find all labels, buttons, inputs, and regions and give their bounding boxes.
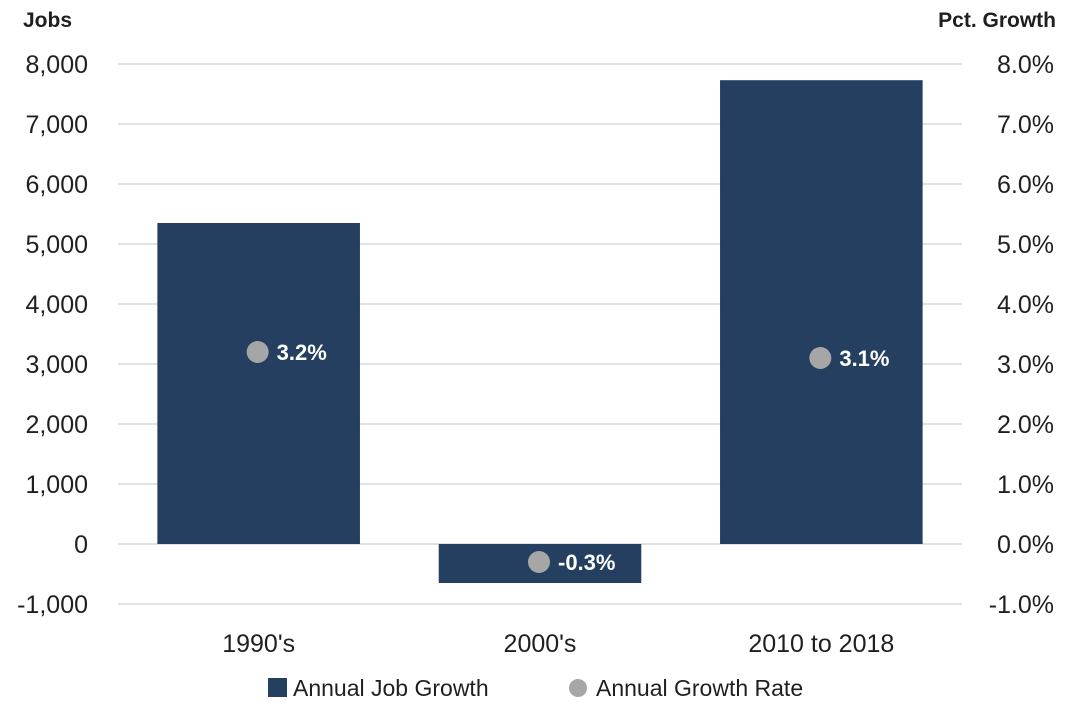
bars (157, 80, 923, 583)
right-tick-label: 1.0% (997, 471, 1054, 499)
left-tick-label: 4,000 (25, 291, 88, 319)
left-tick-label: 8,000 (25, 51, 88, 79)
growth-rate-data-label: 3.2% (277, 340, 327, 365)
left-tick-label: 0 (74, 531, 88, 559)
left-tick-label: 3,000 (25, 351, 88, 379)
left-tick-label: 6,000 (25, 171, 88, 199)
job-growth-bar (720, 80, 923, 544)
category-label: 2000's (504, 630, 577, 658)
right-tick-label: 4.0% (997, 291, 1054, 319)
right-tick-label: 0.0% (997, 531, 1054, 559)
right-tick-label: -1.0% (989, 591, 1054, 619)
right-tick-label: 8.0% (997, 51, 1054, 79)
growth-rate-data-label: -0.3% (558, 550, 615, 575)
legend-label-job-growth: Annual Job Growth (293, 675, 489, 701)
category-label: 2010 to 2018 (748, 630, 894, 658)
growth-rate-points: 3.2% -0.3% 3.1% (246, 340, 889, 575)
category-labels: 1990's 2000's 2010 to 2018 (222, 630, 894, 658)
legend-swatch-job-growth (268, 678, 287, 697)
left-tick-label: 1,000 (25, 471, 88, 499)
growth-rate-point (528, 551, 550, 573)
legend: Annual Job Growth Annual Growth Rate (268, 675, 803, 701)
job-growth-bar (157, 223, 360, 544)
legend-label-growth-rate: Annual Growth Rate (596, 675, 803, 701)
right-tick-label: 5.0% (997, 231, 1054, 259)
category-label: 1990's (222, 630, 295, 658)
right-tick-label: 2.0% (997, 411, 1054, 439)
growth-rate-data-label: 3.1% (839, 346, 889, 371)
legend-marker-growth-rate (569, 679, 587, 697)
left-tick-label: 2,000 (25, 411, 88, 439)
right-axis-title: Pct. Growth (938, 9, 1056, 32)
right-tick-label: 7.0% (997, 111, 1054, 139)
growth-rate-point (809, 347, 832, 369)
left-tick-label: 7,000 (25, 111, 88, 139)
left-tick-label: -1,000 (17, 591, 88, 619)
left-tick-label: 5,000 (25, 231, 88, 259)
growth-rate-point (246, 341, 269, 363)
right-tick-label: 3.0% (997, 351, 1054, 379)
left-axis-ticks: -1,000 0 1,000 2,000 3,000 4,000 5,000 6,000 7,0… (17, 51, 88, 619)
right-axis-ticks: -1.0% 0.0% 1.0% 2.0% 3.0% 4.0% 5.0% 6.0% 7.0% 8.0… (989, 51, 1054, 619)
right-tick-label: 6.0% (997, 171, 1054, 199)
left-axis-title: Jobs (23, 9, 72, 32)
